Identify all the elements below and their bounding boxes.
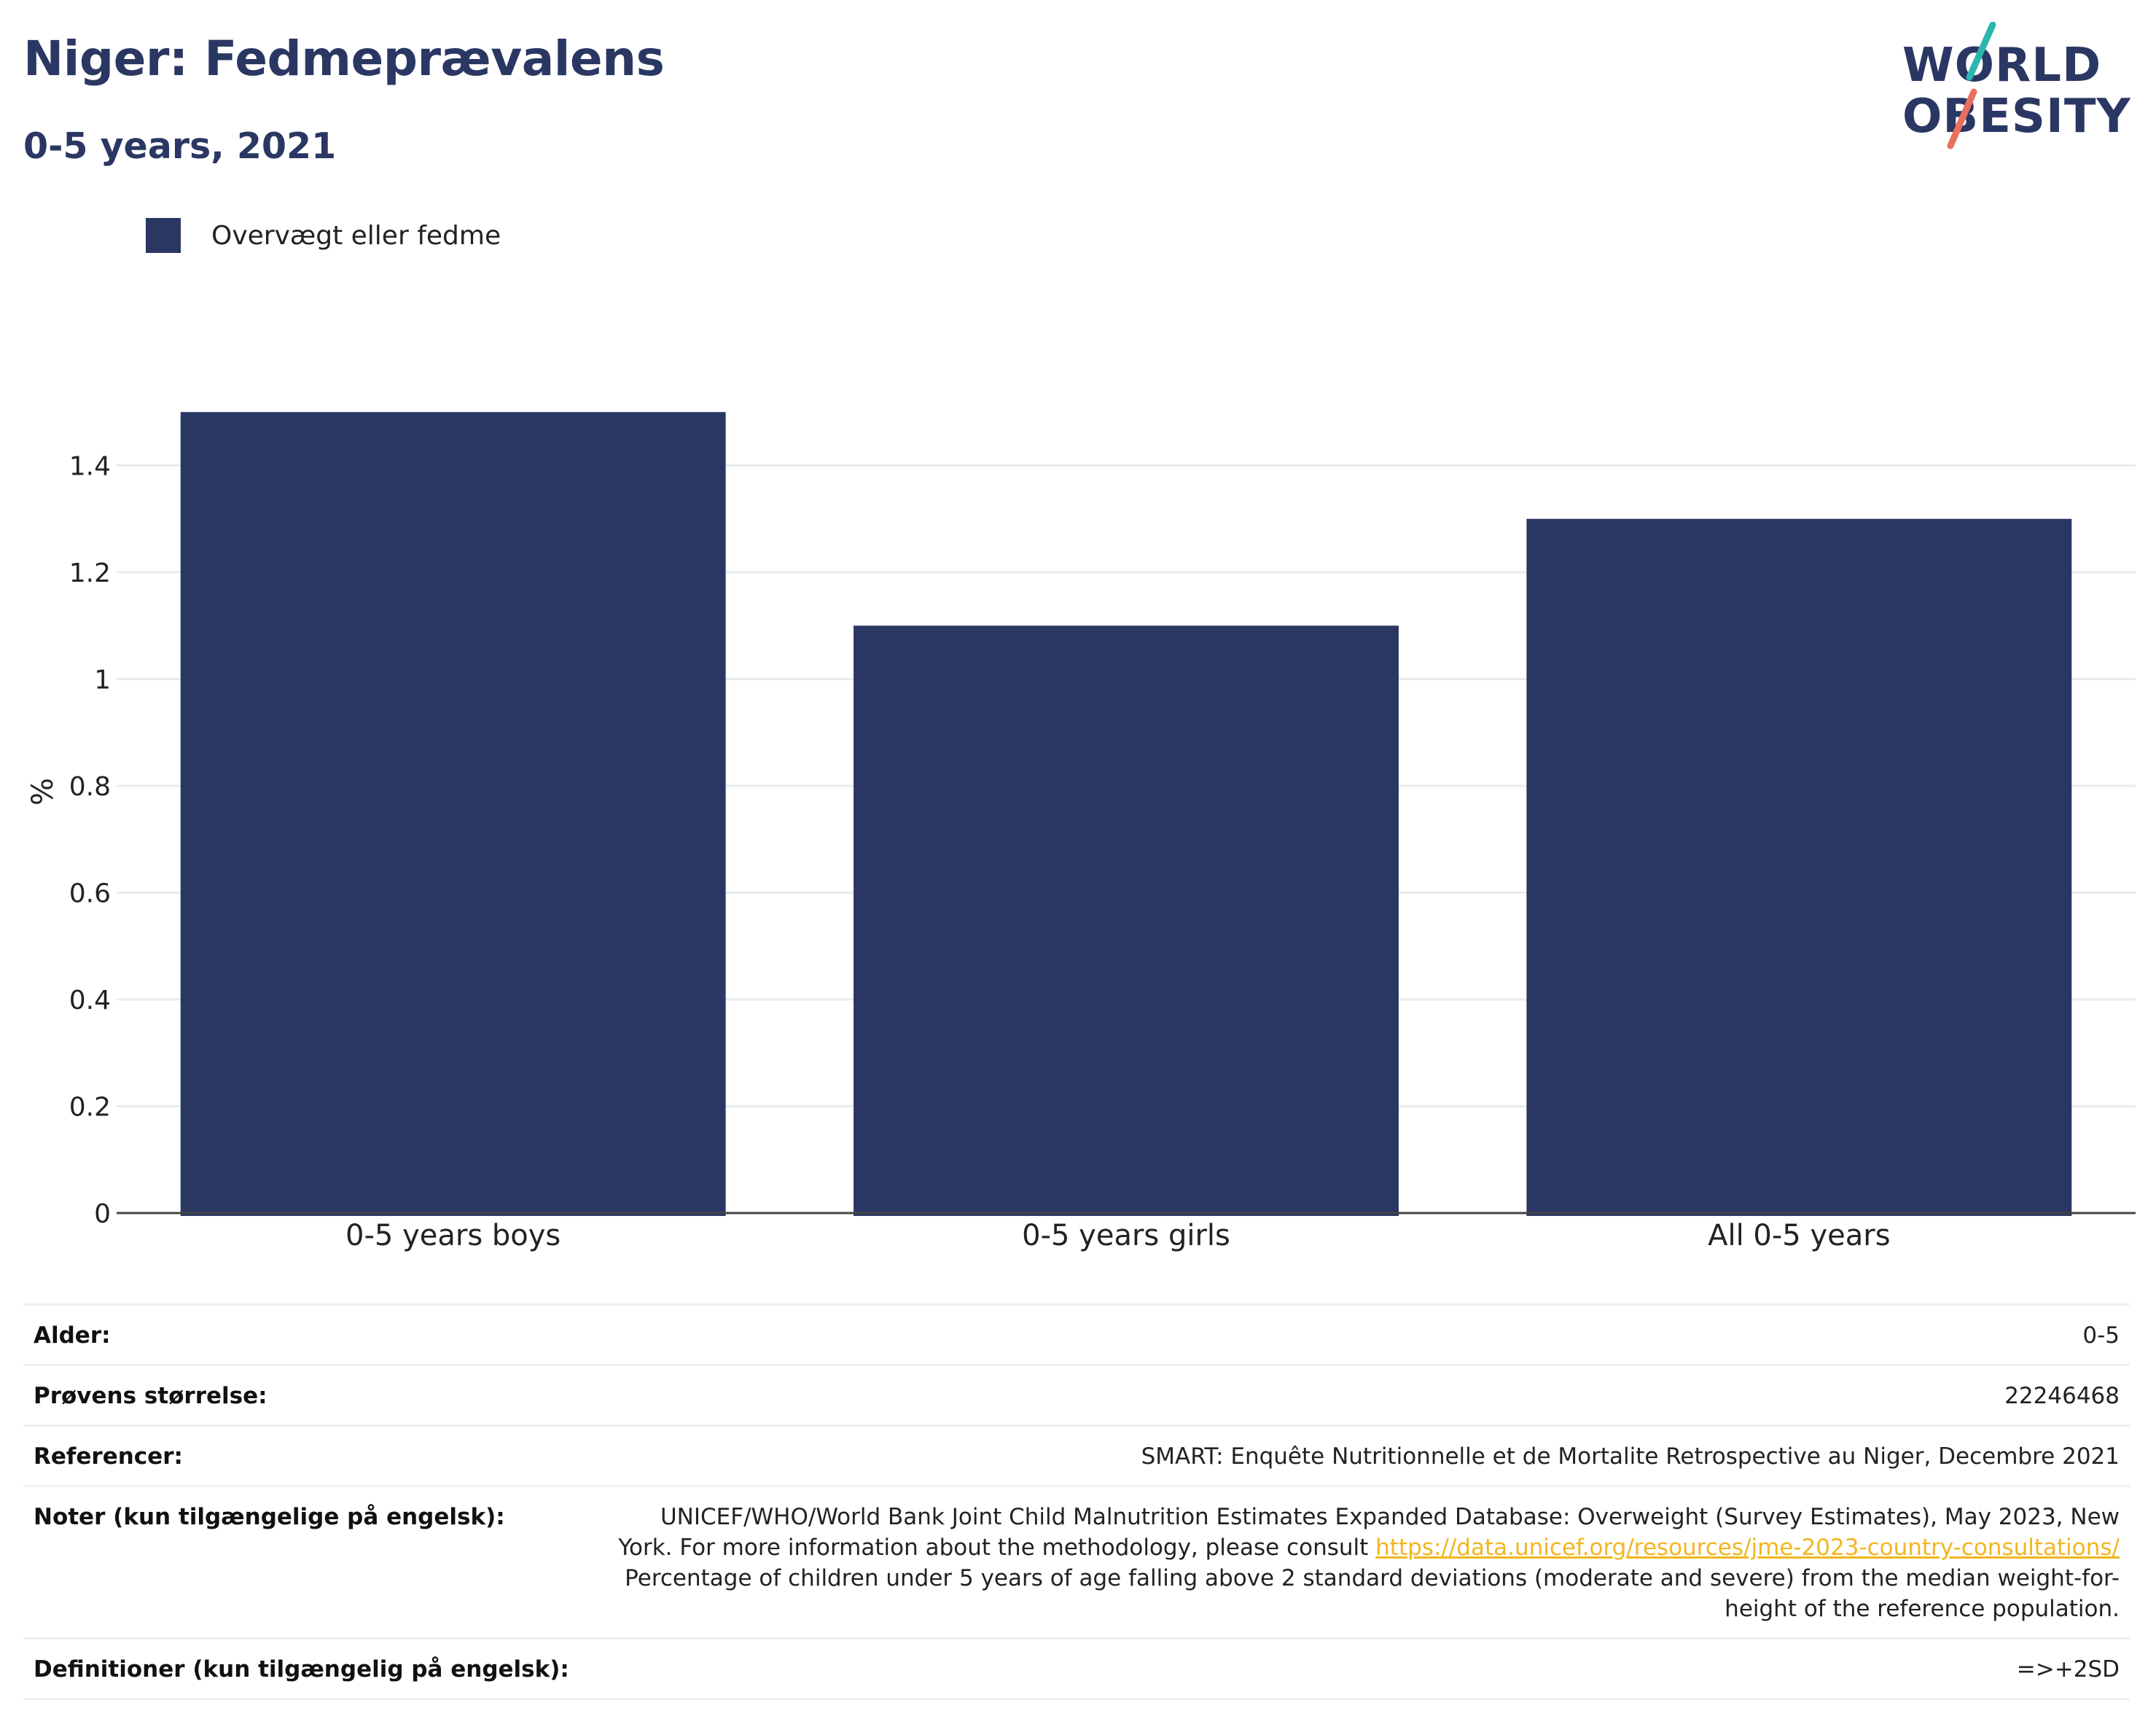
chart-subtitle: 0-5 years, 2021 <box>23 125 337 167</box>
logo-line-1: WORLD <box>1902 39 2102 93</box>
references-value: SMART: Enquête Nutritionnelle et de Mort… <box>1141 1443 2120 1470</box>
info-table: Alder: 0-5 Prøvens størrelse: 22246468 R… <box>23 1303 2130 1700</box>
notes-value: UNICEF/WHO/World Bank Joint Child Malnut… <box>604 1502 2120 1624</box>
legend-label: Overvægt eller fedme <box>211 220 501 251</box>
info-row-references: Referencer: SMART: Enquête Nutritionnell… <box>23 1424 2130 1485</box>
sample-size-label: Prøvens størrelse: <box>34 1383 267 1409</box>
logo-line-2: OBESITY <box>1902 90 2131 144</box>
age-label: Alder: <box>34 1322 111 1349</box>
info-row-definitions: Definitioner (kun tilgængelig på engelsk… <box>23 1637 2130 1700</box>
bar-chart: 0 0.2 0.4 0.6 0.8 1 1.2 1.4 0-5 years boys 0-5 y… <box>26 412 2136 1252</box>
y-tick-label: 0.2 <box>69 1093 111 1123</box>
y-tick-label: 1.4 <box>69 452 111 482</box>
y-tick-label: 1.2 <box>69 558 111 588</box>
chart-title: Niger: Fedmeprævalens <box>23 31 665 87</box>
logo-slash-icon <box>1947 22 1996 149</box>
y-tick-label: 1 <box>94 666 111 695</box>
y-tick-label: 0.6 <box>69 879 111 909</box>
age-value: 0-5 <box>2082 1322 2120 1349</box>
definitions-label: Definitioner (kun tilgængelig på engelsk… <box>34 1656 569 1683</box>
definitions-value: =>+2SD <box>2016 1656 2120 1683</box>
info-row-age: Alder: 0-5 <box>23 1303 2130 1364</box>
bar[interactable] <box>854 625 1399 1216</box>
references-label: Referencer: <box>34 1443 183 1470</box>
methodology-link[interactable]: https://data.unicef.org/resources/jme-20… <box>1375 1535 2120 1561</box>
x-category-label: 0-5 years boys <box>345 1219 561 1252</box>
y-axis-title: % <box>26 778 60 806</box>
world-obesity-logo: WORLD OBESITY <box>1902 22 2143 153</box>
bar[interactable] <box>180 412 726 1216</box>
y-tick-label: 0 <box>94 1199 111 1229</box>
legend-swatch <box>146 218 181 253</box>
notes-label: Noter (kun tilgængelige på engelsk): <box>34 1504 505 1530</box>
y-tick-label: 0.4 <box>69 986 111 1015</box>
y-tick-label: 0.8 <box>69 772 111 802</box>
info-row-sample: Prøvens størrelse: 22246468 <box>23 1364 2130 1424</box>
x-category-label: All 0-5 years <box>1708 1219 1890 1252</box>
bar[interactable] <box>1526 518 2072 1216</box>
chart-legend[interactable]: Overvægt eller fedme <box>146 217 501 254</box>
notes-text-1: UNICEF/WHO/World Bank Joint Child Malnut… <box>618 1504 2120 1561</box>
sample-size-value: 22246468 <box>2004 1383 2120 1409</box>
x-category-label: 0-5 years girls <box>1022 1219 1230 1252</box>
notes-text-2: Percentage of children under 5 years of … <box>625 1565 2120 1622</box>
info-row-notes: Noter (kun tilgængelige på engelsk): UNI… <box>23 1485 2130 1637</box>
